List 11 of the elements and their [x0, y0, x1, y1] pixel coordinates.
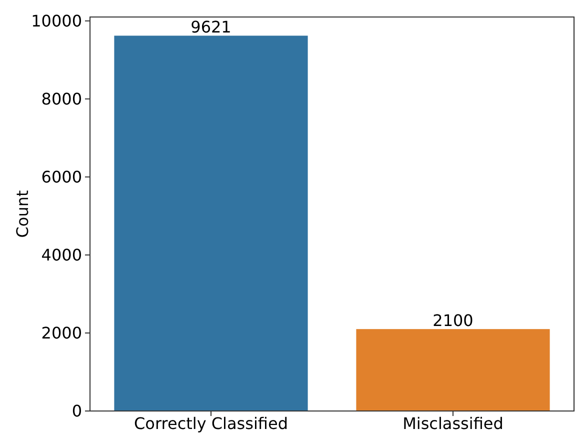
y-tick-label: 0	[72, 402, 82, 421]
data-label: 2100	[432, 311, 474, 330]
x-tick-label: Correctly Classified	[134, 414, 288, 433]
y-tick-label: 2000	[41, 324, 82, 343]
y-tick-label: 8000	[41, 90, 82, 109]
y-tick-label: 10000	[31, 12, 82, 30]
data-label: 9621	[190, 18, 232, 37]
y-tick-label: 4000	[41, 246, 82, 265]
y-tick-label: 6000	[41, 168, 82, 187]
y-axis-title: Count	[13, 190, 32, 238]
x-tick-label: Misclassified	[402, 414, 504, 433]
